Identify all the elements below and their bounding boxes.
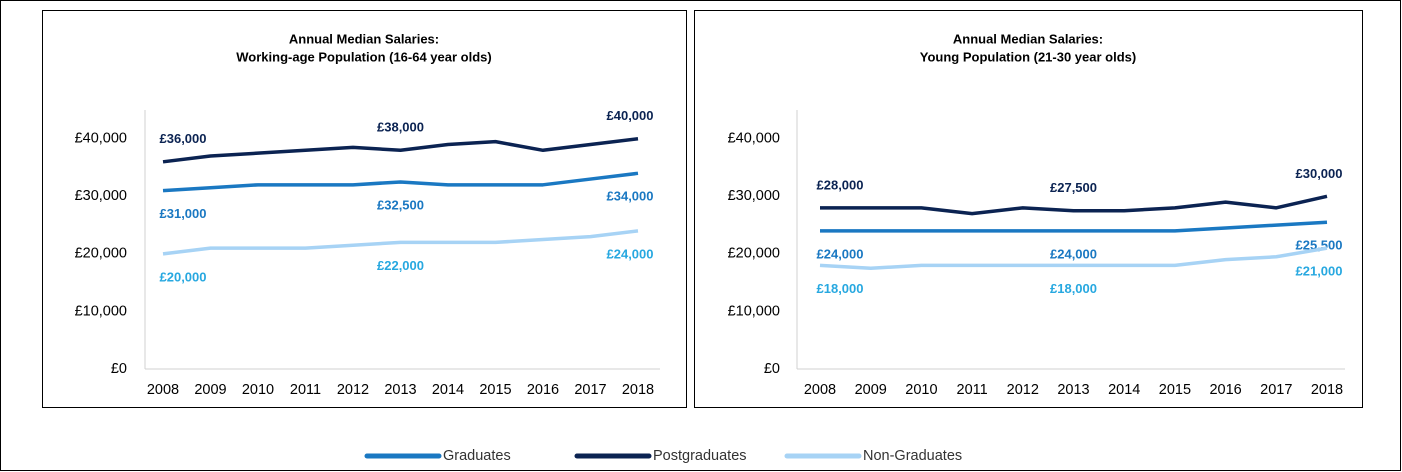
- series-line: [820, 194, 1328, 216]
- series-line: [819, 246, 1328, 271]
- data-label: £38,000: [377, 120, 424, 135]
- panel-frame: [694, 10, 1363, 408]
- data-label: £30,000: [1296, 166, 1343, 181]
- data-label: £20,000: [160, 269, 207, 284]
- x-tick-label: 2016: [527, 382, 559, 398]
- x-tick-label: 2018: [1311, 382, 1343, 398]
- x-tick-label: 2013: [1057, 382, 1089, 398]
- data-label: £27,500: [1050, 180, 1097, 195]
- series-line: [162, 229, 639, 256]
- x-tick-label: 2008: [804, 382, 836, 398]
- y-tick-label: £40,000: [728, 131, 780, 147]
- data-label: £32,500: [377, 197, 424, 212]
- data-label: £40,000: [607, 108, 654, 123]
- x-tick-label: 2011: [290, 382, 321, 398]
- chart-title: Annual Median Salaries:: [953, 31, 1103, 46]
- legend-label: Non-Graduates: [863, 448, 962, 464]
- series-line: [162, 171, 639, 193]
- x-tick-label: 2012: [1007, 382, 1039, 398]
- y-tick-label: £0: [764, 361, 780, 377]
- data-label: £34,000: [607, 189, 654, 204]
- data-label: £36,000: [160, 131, 207, 146]
- x-tick-label: 2018: [622, 382, 654, 398]
- x-tick-label: 2012: [337, 382, 369, 398]
- x-tick-label: 2017: [574, 382, 606, 398]
- data-label: £28,000: [817, 177, 864, 192]
- x-tick-label: 2015: [479, 382, 511, 398]
- legend-label: Graduates: [443, 448, 511, 464]
- series-line: [162, 137, 639, 164]
- x-tick-label: 2011: [957, 382, 988, 398]
- y-tick-label: £0: [111, 361, 127, 377]
- y-tick-label: £20,000: [75, 246, 127, 262]
- data-label: £24,000: [817, 246, 864, 261]
- y-tick-label: £10,000: [75, 303, 127, 319]
- x-tick-label: 2009: [855, 382, 887, 398]
- y-tick-label: £30,000: [75, 188, 127, 204]
- data-label: £24,000: [1050, 246, 1097, 261]
- chart-title: Young Population (21-30 year olds): [920, 49, 1136, 64]
- chart-title: Working-age Population (16-64 year olds): [236, 49, 491, 64]
- y-tick-label: £30,000: [728, 188, 780, 204]
- x-tick-label: 2014: [1108, 382, 1140, 398]
- panel-frame: [42, 10, 687, 408]
- series-line: [820, 220, 1328, 233]
- data-label: £31,000: [160, 206, 207, 221]
- x-tick-label: 2016: [1209, 382, 1241, 398]
- x-tick-label: 2009: [194, 382, 226, 398]
- x-tick-label: 2014: [432, 382, 464, 398]
- x-tick-label: 2015: [1159, 382, 1191, 398]
- data-label: £24,000: [607, 246, 654, 261]
- y-tick-label: £10,000: [728, 303, 780, 319]
- data-label: £25,500: [1296, 238, 1343, 253]
- y-tick-label: £40,000: [75, 131, 127, 147]
- x-tick-label: 2013: [384, 382, 416, 398]
- legend-label: Postgraduates: [653, 448, 747, 464]
- chart-title: Annual Median Salaries:: [289, 31, 439, 46]
- data-label: £18,000: [1050, 281, 1097, 296]
- data-label: £22,000: [377, 258, 424, 273]
- x-tick-label: 2010: [242, 382, 274, 398]
- x-tick-label: 2017: [1260, 382, 1292, 398]
- data-label: £18,000: [817, 281, 864, 296]
- y-tick-label: £20,000: [728, 246, 780, 262]
- data-label: £21,000: [1296, 264, 1343, 279]
- x-tick-label: 2010: [905, 382, 937, 398]
- x-tick-label: 2008: [147, 382, 179, 398]
